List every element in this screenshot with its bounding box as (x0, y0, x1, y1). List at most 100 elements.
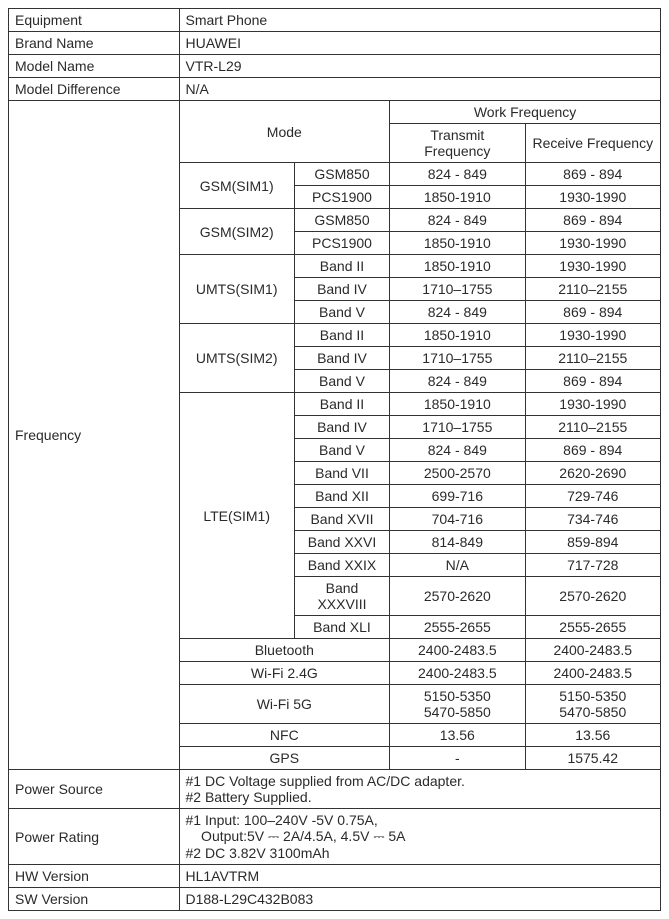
band: Band II (294, 393, 389, 416)
tx: 699-716 (390, 485, 525, 508)
value-sw: D188-L29C432B083 (179, 888, 661, 911)
label-model: Model Name (9, 55, 180, 78)
mode-Bluetooth: Bluetooth (179, 639, 390, 662)
rx: 869 - 894 (525, 163, 660, 186)
tx: 1850-1910 (390, 186, 525, 209)
tx: 824 - 849 (390, 439, 525, 462)
band: Band II (294, 255, 389, 278)
band: Band XII (294, 485, 389, 508)
rx: 2110–2155 (525, 416, 660, 439)
mode-GSM(SIM1): GSM(SIM1) (179, 163, 294, 209)
hdr-rx: Receive Frequency (525, 124, 660, 163)
tx: 1710–1755 (390, 278, 525, 301)
value-brand: HUAWEI (179, 32, 661, 55)
tx: 1850-1910 (390, 393, 525, 416)
tx: 824 - 849 (390, 370, 525, 393)
band: Band V (294, 439, 389, 462)
label-sw: SW Version (9, 888, 180, 911)
tx: N/A (390, 554, 525, 577)
tx: 824 - 849 (390, 209, 525, 232)
tx: 5150-53505470-5850 (390, 685, 525, 724)
label-brand: Brand Name (9, 32, 180, 55)
band: GSM850 (294, 163, 389, 186)
tx: 2570-2620 (390, 577, 525, 616)
rx: 2400-2483.5 (525, 662, 660, 685)
rx: 869 - 894 (525, 370, 660, 393)
rx: 1930-1990 (525, 255, 660, 278)
tx: 814-849 (390, 531, 525, 554)
tx: - (390, 747, 525, 770)
hdr-mode: Mode (179, 101, 390, 163)
band: Band XVII (294, 508, 389, 531)
tx: 2555-2655 (390, 616, 525, 639)
band: PCS1900 (294, 186, 389, 209)
label-frequency: Frequency (9, 101, 180, 770)
rx: 5150-53505470-5850 (525, 685, 660, 724)
label-hw: HW Version (9, 865, 180, 888)
rx: 2110–2155 (525, 278, 660, 301)
rx: 717-728 (525, 554, 660, 577)
rx: 869 - 894 (525, 301, 660, 324)
tx: 1710–1755 (390, 416, 525, 439)
rx: 2570-2620 (525, 577, 660, 616)
tx: 2500-2570 (390, 462, 525, 485)
label-equipment: Equipment (9, 9, 180, 32)
mode-Wi-Fi 5G: Wi-Fi 5G (179, 685, 390, 724)
band: Band V (294, 370, 389, 393)
band: Band IV (294, 416, 389, 439)
mode-GPS: GPS (179, 747, 390, 770)
band: Band II (294, 324, 389, 347)
tx: 1710–1755 (390, 347, 525, 370)
tx: 824 - 849 (390, 163, 525, 186)
tx: 1850-1910 (390, 324, 525, 347)
value-hw: HL1AVTRM (179, 865, 661, 888)
mode-UMTS(SIM1): UMTS(SIM1) (179, 255, 294, 324)
hdr-workfreq: Work Frequency (390, 101, 661, 124)
tx: 1850-1910 (390, 232, 525, 255)
rx: 1930-1990 (525, 186, 660, 209)
rx: 2620-2690 (525, 462, 660, 485)
tx: 704-716 (390, 508, 525, 531)
band: Band IV (294, 347, 389, 370)
rx: 1575.42 (525, 747, 660, 770)
tx: 2400-2483.5 (390, 639, 525, 662)
tx: 824 - 849 (390, 301, 525, 324)
mode-LTE(SIM1): LTE(SIM1) (179, 393, 294, 639)
rx: 1930-1990 (525, 324, 660, 347)
rx: 1930-1990 (525, 232, 660, 255)
band: Band XLI (294, 616, 389, 639)
band: Band XXVI (294, 531, 389, 554)
rx: 859-894 (525, 531, 660, 554)
mode-UMTS(SIM2): UMTS(SIM2) (179, 324, 294, 393)
tx: 1850-1910 (390, 255, 525, 278)
label-power-source: Power Source (9, 770, 180, 809)
mode-NFC: NFC (179, 724, 390, 747)
value-equipment: Smart Phone (179, 9, 661, 32)
tx: 2400-2483.5 (390, 662, 525, 685)
hdr-tx: Transmit Frequency (390, 124, 525, 163)
band: Band XXIX (294, 554, 389, 577)
band: PCS1900 (294, 232, 389, 255)
value-diff: N/A (179, 78, 661, 101)
spec-table: EquipmentSmart PhoneBrand NameHUAWEIMode… (8, 8, 661, 911)
band: Band V (294, 301, 389, 324)
band: Band IV (294, 278, 389, 301)
rx: 729-746 (525, 485, 660, 508)
rx: 734-746 (525, 508, 660, 531)
rx: 2555-2655 (525, 616, 660, 639)
rx: 869 - 894 (525, 439, 660, 462)
mode-GSM(SIM2): GSM(SIM2) (179, 209, 294, 255)
mode-Wi-Fi 2.4G: Wi-Fi 2.4G (179, 662, 390, 685)
band: Band XXXVIII (294, 577, 389, 616)
band: GSM850 (294, 209, 389, 232)
rx: 2110–2155 (525, 347, 660, 370)
band: Band VII (294, 462, 389, 485)
label-diff: Model Difference (9, 78, 180, 101)
rx: 869 - 894 (525, 209, 660, 232)
tx: 13.56 (390, 724, 525, 747)
value-power-source: #1 DC Voltage supplied from AC/DC adapte… (179, 770, 661, 809)
rx: 1930-1990 (525, 393, 660, 416)
rx: 2400-2483.5 (525, 639, 660, 662)
rx: 13.56 (525, 724, 660, 747)
value-model: VTR-L29 (179, 55, 661, 78)
